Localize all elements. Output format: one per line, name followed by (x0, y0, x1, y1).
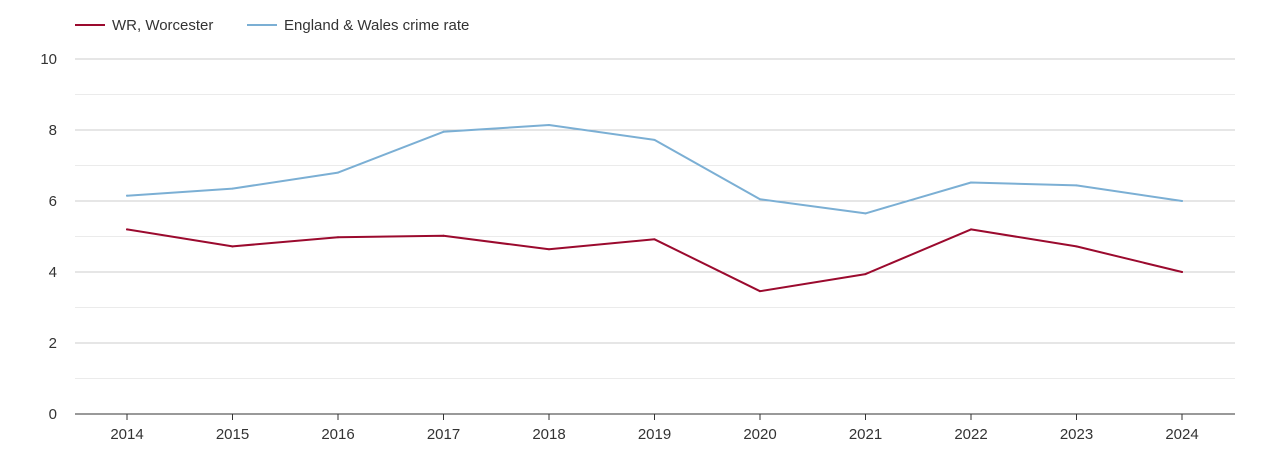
x-tick-label: 2022 (954, 426, 987, 443)
data-point (653, 138, 656, 141)
data-point (1181, 200, 1183, 202)
grid (75, 58, 1235, 415)
series-lines (126, 124, 1183, 293)
y-tick-label: 6 (49, 193, 57, 210)
x-tick-label: 2014 (110, 426, 143, 443)
data-point (548, 248, 550, 251)
x-tick-label: 2023 (1060, 426, 1093, 443)
y-tick-label: 8 (49, 122, 57, 139)
y-axis: 0 2 4 6 8 10 (40, 51, 57, 423)
y-tick-label: 10 (40, 51, 57, 68)
y-tick-label: 2 (49, 335, 57, 352)
data-point (653, 238, 656, 241)
series-line-1 (126, 124, 1183, 215)
data-point (337, 171, 339, 174)
y-tick-label: 0 (49, 406, 57, 423)
legend-label: England & Wales crime rate (284, 17, 469, 34)
x-tick-label: 2017 (427, 426, 460, 443)
x-tick-label: 2020 (743, 426, 776, 443)
x-axis: 2014 2015 2016 2017 2018 2019 2020 2021 2022 2023… (110, 414, 1199, 443)
data-point (970, 181, 972, 184)
data-point (548, 124, 550, 127)
data-point (1075, 245, 1078, 248)
x-tick-label: 2018 (532, 426, 565, 443)
data-point (231, 187, 234, 190)
data-point (126, 194, 128, 197)
x-tick-label: 2021 (849, 426, 882, 443)
data-point (759, 198, 761, 201)
y-tick-label: 4 (49, 264, 57, 281)
data-point (970, 228, 972, 231)
data-point (864, 273, 867, 276)
data-point (337, 236, 339, 239)
data-point (1075, 184, 1078, 187)
legend-label: WR, Worcester (112, 17, 213, 34)
x-tick-label: 2016 (321, 426, 354, 443)
data-point (442, 130, 445, 133)
data-point (126, 228, 128, 231)
x-tick-label: 2024 (1165, 426, 1198, 443)
data-point (759, 290, 761, 293)
x-tick-label: 2015 (216, 426, 249, 443)
legend: WR, Worcester England & Wales crime rate (75, 17, 469, 34)
x-tick-label: 2019 (638, 426, 671, 443)
data-point (864, 212, 867, 215)
data-point (231, 245, 234, 248)
data-point (442, 234, 445, 237)
data-point (1181, 271, 1183, 273)
